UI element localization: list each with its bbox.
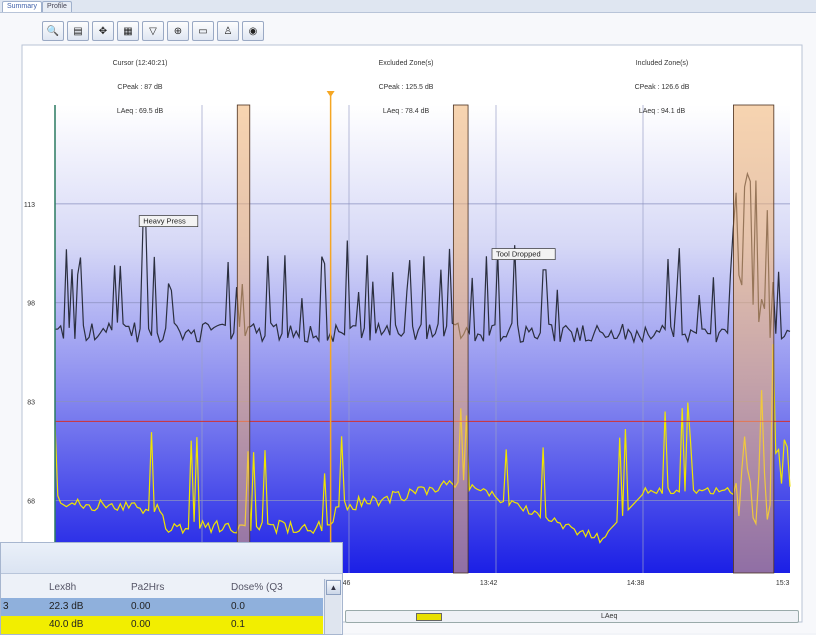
cell-lex8h: 40.0 dB [49, 619, 84, 630]
palette-icon[interactable]: ◉ [242, 21, 264, 41]
cursor-readout: Cursor (12:40:21) CPeak : 87 dB LAeq : 6… [90, 44, 190, 132]
table-titlebar [1, 543, 342, 574]
included-zone-readout: Included Zone(s) CPeak : 126.6 dB LAeq :… [612, 44, 712, 132]
excluded-cpeak: CPeak : 125.5 dB [378, 84, 434, 91]
zone-icon[interactable]: ▭ [192, 21, 214, 41]
excluded-laeq: LAeq : 78.4 dB [382, 108, 430, 115]
tab-profile[interactable]: Profile [42, 1, 72, 12]
cursor-laeq: LAeq : 69.5 dB [116, 108, 164, 115]
results-table-window: Lex8h Pa2Hrs Dose% (Q3 3 22.3 dB 0.00 0.… [0, 542, 343, 635]
plot-area[interactable] [55, 105, 790, 573]
scroll-up-icon[interactable]: ▲ [326, 580, 341, 595]
annotation-heavy-press[interactable]: Heavy Press [138, 215, 199, 227]
cell-pa2hrs: 0.00 [131, 619, 151, 630]
y-tick-label: 68 [27, 498, 35, 505]
table-row[interactable]: 40.0 dB 0.00 0.1 [1, 616, 323, 634]
cursor-icon[interactable]: ⊕ [167, 21, 189, 41]
col-header-lex8h[interactable]: Lex8h [49, 582, 77, 593]
col-header-pa2hrs[interactable]: Pa2Hrs [131, 582, 165, 593]
included-laeq: LAeq : 94.1 dB [638, 108, 686, 115]
x-tick-label: 15:3 [776, 580, 790, 587]
chart-icon[interactable]: ▤ [67, 21, 89, 41]
annotation-tool-dropped[interactable]: Tool Dropped [491, 248, 556, 260]
cell-lex8h: 22.3 dB [49, 601, 84, 612]
legend-swatch-laeq[interactable] [416, 613, 442, 621]
zone-band[interactable] [452, 104, 469, 574]
person-icon[interactable]: ♙ [217, 21, 239, 41]
col-header-dose[interactable]: Dose% (Q3 [231, 582, 283, 593]
legend-label-laeq: LAeq [601, 613, 618, 620]
legend-bar: LAeq [345, 610, 799, 623]
y-tick-label: 83 [27, 400, 35, 407]
cursor-title: Cursor (12:40:21) [112, 60, 168, 67]
row-prefix: 3 [3, 601, 9, 612]
annotation-label: Heavy Press [143, 217, 186, 226]
cell-dose: 0.0 [231, 601, 245, 612]
table-header: Lex8h Pa2Hrs Dose% (Q3 [1, 579, 323, 597]
cell-dose: 0.1 [231, 619, 245, 630]
series-line-laeq [54, 344, 791, 544]
chart-toolbar: 🔍 ▤ ✥ ▦ ▽ ⊕ ▭ ♙ ◉ [42, 21, 264, 41]
filter-icon[interactable]: ▽ [142, 21, 164, 41]
series-line-peak [54, 171, 791, 345]
tab-strip: Summary Profile [0, 0, 816, 13]
zone-band[interactable] [733, 104, 775, 574]
table-row[interactable]: 3 22.3 dB 0.00 0.0 [1, 598, 323, 616]
zone-band[interactable] [236, 104, 251, 574]
table-scrollbar[interactable]: ▲ [324, 579, 341, 634]
x-tick-label: 14:38 [627, 580, 645, 587]
y-tick-label: 113 [24, 202, 35, 209]
cursor-marker-icon[interactable] [326, 91, 335, 97]
included-title: Included Zone(s) [635, 60, 689, 67]
cell-pa2hrs: 0.00 [131, 601, 151, 612]
excluded-zone-readout: Excluded Zone(s) CPeak : 125.5 dB LAeq :… [356, 44, 456, 132]
cursor-cpeak: CPeak : 87 dB [117, 84, 163, 91]
included-cpeak: CPeak : 126.6 dB [634, 84, 690, 91]
tab-summary[interactable]: Summary [2, 1, 42, 12]
grid-icon[interactable]: ▦ [117, 21, 139, 41]
zoom-icon[interactable]: 🔍 [42, 21, 64, 41]
pan-icon[interactable]: ✥ [92, 21, 114, 41]
y-tick-label: 98 [27, 301, 35, 308]
annotation-label: Tool Dropped [496, 250, 541, 259]
excluded-title: Excluded Zone(s) [378, 60, 434, 67]
x-tick-label: 13:42 [480, 580, 498, 587]
